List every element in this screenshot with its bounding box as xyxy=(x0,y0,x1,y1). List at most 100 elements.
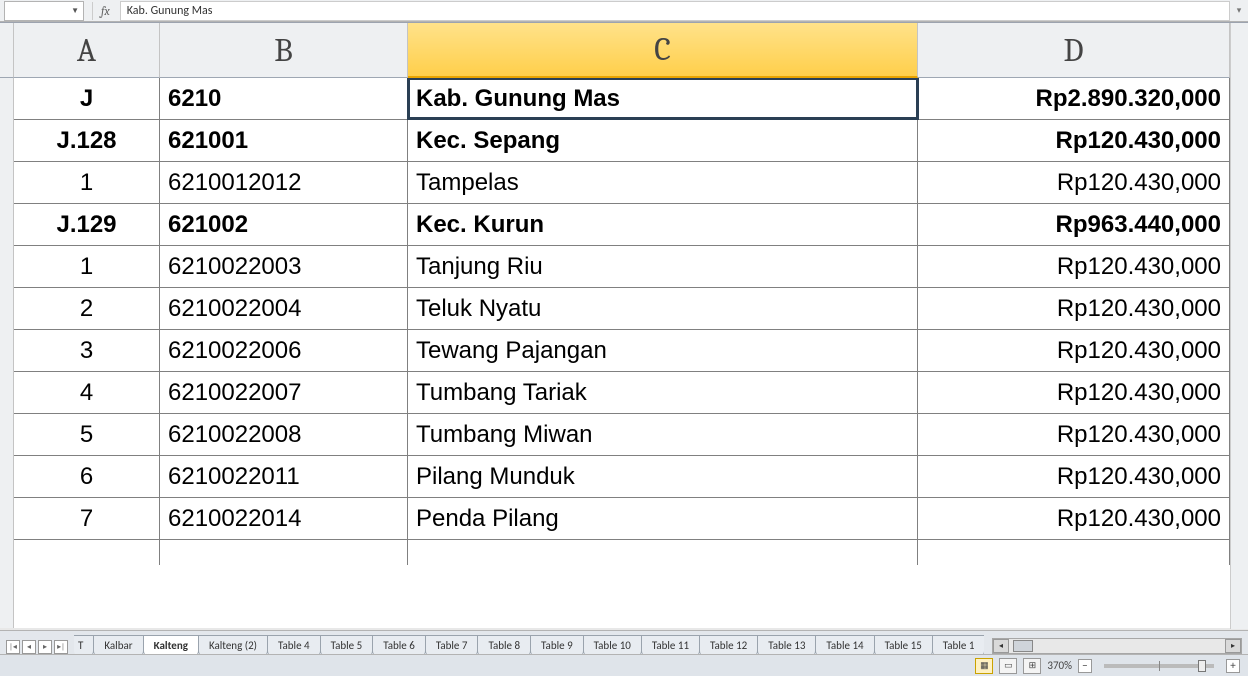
cell[interactable]: Rp120.430,000 xyxy=(918,246,1230,287)
scroll-left-icon[interactable]: ◂ xyxy=(993,639,1009,653)
cell[interactable]: 6210022006 xyxy=(160,330,408,371)
cell[interactable]: Rp120.430,000 xyxy=(918,162,1230,203)
column-header-C[interactable]: C xyxy=(408,23,918,78)
cell[interactable]: 6210 xyxy=(160,78,408,119)
grid[interactable]: J6210Kab. Gunung MasRp2.890.320,000 J.128… xyxy=(14,78,1230,628)
cell[interactable]: J.128 xyxy=(14,120,160,161)
zoom-out-button[interactable]: − xyxy=(1078,659,1092,673)
cell[interactable] xyxy=(14,540,160,565)
sheet-tab[interactable]: Kalbar xyxy=(93,635,143,654)
cell[interactable]: 621001 xyxy=(160,120,408,161)
expand-formula-bar-icon[interactable]: ▾ xyxy=(1230,5,1248,16)
horizontal-scrollbar[interactable]: ◂ ▸ xyxy=(992,638,1242,654)
cell[interactable]: Penda Pilang xyxy=(408,498,918,539)
cell[interactable]: Rp120.430,000 xyxy=(918,120,1230,161)
cell[interactable]: Rp963.440,000 xyxy=(918,204,1230,245)
vertical-scrollbar[interactable] xyxy=(1230,23,1248,629)
cell[interactable]: Tumbang Tariak xyxy=(408,372,918,413)
sheet-tab-label: Table 5 xyxy=(331,639,363,652)
view-normal-icon[interactable]: ▦ xyxy=(975,658,993,674)
zoom-slider[interactable] xyxy=(1104,664,1214,668)
sheet-tab[interactable]: Table 6 xyxy=(372,635,426,654)
tab-nav-last-icon[interactable]: ▸| xyxy=(54,640,68,654)
fx-icon[interactable]: fx xyxy=(101,4,110,18)
sheet-tab[interactable]: Table 8 xyxy=(477,635,531,654)
sheet-tab[interactable]: Kalteng (2) xyxy=(198,635,268,654)
zoom-in-button[interactable]: + xyxy=(1226,659,1240,673)
cell[interactable] xyxy=(408,540,918,565)
tab-nav-next-icon[interactable]: ▸ xyxy=(38,640,52,654)
cell[interactable]: Rp120.430,000 xyxy=(918,498,1230,539)
view-page-layout-icon[interactable]: ▭ xyxy=(999,658,1017,674)
sheet-tab[interactable]: Table 13 xyxy=(757,635,816,654)
sheet-tab-label: Table 14 xyxy=(826,639,863,652)
cell[interactable]: Teluk Nyatu xyxy=(408,288,918,329)
cell[interactable]: Rp120.430,000 xyxy=(918,456,1230,497)
sheet-tab-label: Table 6 xyxy=(383,639,415,652)
cell[interactable]: Rp120.430,000 xyxy=(918,330,1230,371)
cell[interactable]: 6 xyxy=(14,456,160,497)
tab-nav: |◂ ◂ ▸ ▸| xyxy=(6,640,68,654)
name-box[interactable]: ▼ xyxy=(4,1,84,21)
cell[interactable]: 3 xyxy=(14,330,160,371)
scroll-right-icon[interactable]: ▸ xyxy=(1225,639,1241,653)
cell[interactable]: 621002 xyxy=(160,204,408,245)
cell[interactable]: Rp120.430,000 xyxy=(918,288,1230,329)
sheet-tab[interactable]: Table 14 xyxy=(815,635,874,654)
chevron-down-icon[interactable]: ▼ xyxy=(71,6,79,16)
sheet-tab[interactable]: Table 9 xyxy=(530,635,584,654)
column-header-B[interactable]: B xyxy=(160,23,408,78)
cell[interactable]: Tewang Pajangan xyxy=(408,330,918,371)
cell[interactable]: 6210012012 xyxy=(160,162,408,203)
cell[interactable]: 7 xyxy=(14,498,160,539)
cell[interactable]: 5 xyxy=(14,414,160,455)
cell[interactable]: Tanjung Riu xyxy=(408,246,918,287)
cell[interactable]: Kec. Sepang xyxy=(408,120,918,161)
column-header-D[interactable]: D xyxy=(918,23,1230,78)
cell[interactable]: Rp120.430,000 xyxy=(918,372,1230,413)
cell[interactable]: 6210022003 xyxy=(160,246,408,287)
sheet-tab[interactable]: Table 12 xyxy=(699,635,758,654)
sheet-tab[interactable]: Kalteng xyxy=(143,635,199,654)
sheet-tab[interactable]: Table 10 xyxy=(583,635,642,654)
formula-input[interactable]: Kab. Gunung Mas xyxy=(120,1,1230,21)
sheet-tab[interactable]: Table 4 xyxy=(267,635,321,654)
cell[interactable]: 1 xyxy=(14,246,160,287)
cell[interactable]: Pilang Munduk xyxy=(408,456,918,497)
cell[interactable]: 4 xyxy=(14,372,160,413)
cell[interactable]: Rp120.430,000 xyxy=(918,414,1230,455)
cell[interactable]: Kec. Kurun xyxy=(408,204,918,245)
cell[interactable]: Rp2.890.320,000 xyxy=(918,78,1230,119)
sheet-tab-label: Table 7 xyxy=(436,639,468,652)
zoom-slider-thumb[interactable] xyxy=(1198,660,1206,672)
sheet-tab[interactable]: Table 7 xyxy=(425,635,479,654)
cell[interactable]: J.129 xyxy=(14,204,160,245)
cell[interactable]: J xyxy=(14,78,160,119)
scroll-thumb[interactable] xyxy=(1013,640,1033,652)
view-page-break-icon[interactable]: ⊞ xyxy=(1023,658,1041,674)
zoom-level[interactable]: 370% xyxy=(1047,659,1072,672)
cell[interactable]: Kab. Gunung Mas xyxy=(408,78,918,119)
cell[interactable] xyxy=(918,540,1230,565)
cell[interactable]: 6210022004 xyxy=(160,288,408,329)
tab-nav-prev-icon[interactable]: ◂ xyxy=(22,640,36,654)
cell[interactable]: Tumbang Miwan xyxy=(408,414,918,455)
cell[interactable]: 6210022011 xyxy=(160,456,408,497)
cell[interactable]: 1 xyxy=(14,162,160,203)
cell[interactable]: 6210022014 xyxy=(160,498,408,539)
sheet-tab-cut[interactable]: T xyxy=(74,635,94,655)
table-row: J.129621002Kec. KurunRp963.440,000 xyxy=(14,204,1230,246)
cell[interactable]: 2 xyxy=(14,288,160,329)
cell[interactable]: Tampelas xyxy=(408,162,918,203)
select-all-corner[interactable] xyxy=(0,23,14,78)
sheet-tab[interactable]: Table 11 xyxy=(641,635,700,654)
cell[interactable]: 6210022007 xyxy=(160,372,408,413)
cell[interactable]: 6210022008 xyxy=(160,414,408,455)
sheet-tab[interactable]: Table 15 xyxy=(874,635,933,654)
cell[interactable] xyxy=(160,540,408,565)
tab-nav-first-icon[interactable]: |◂ xyxy=(6,640,20,654)
column-header-A[interactable]: A xyxy=(14,23,160,78)
sheet-tab[interactable]: Table 5 xyxy=(320,635,374,654)
sheet-tab[interactable]: Table 1 xyxy=(932,635,985,654)
sheet-tab-label: Kalteng xyxy=(154,639,188,652)
